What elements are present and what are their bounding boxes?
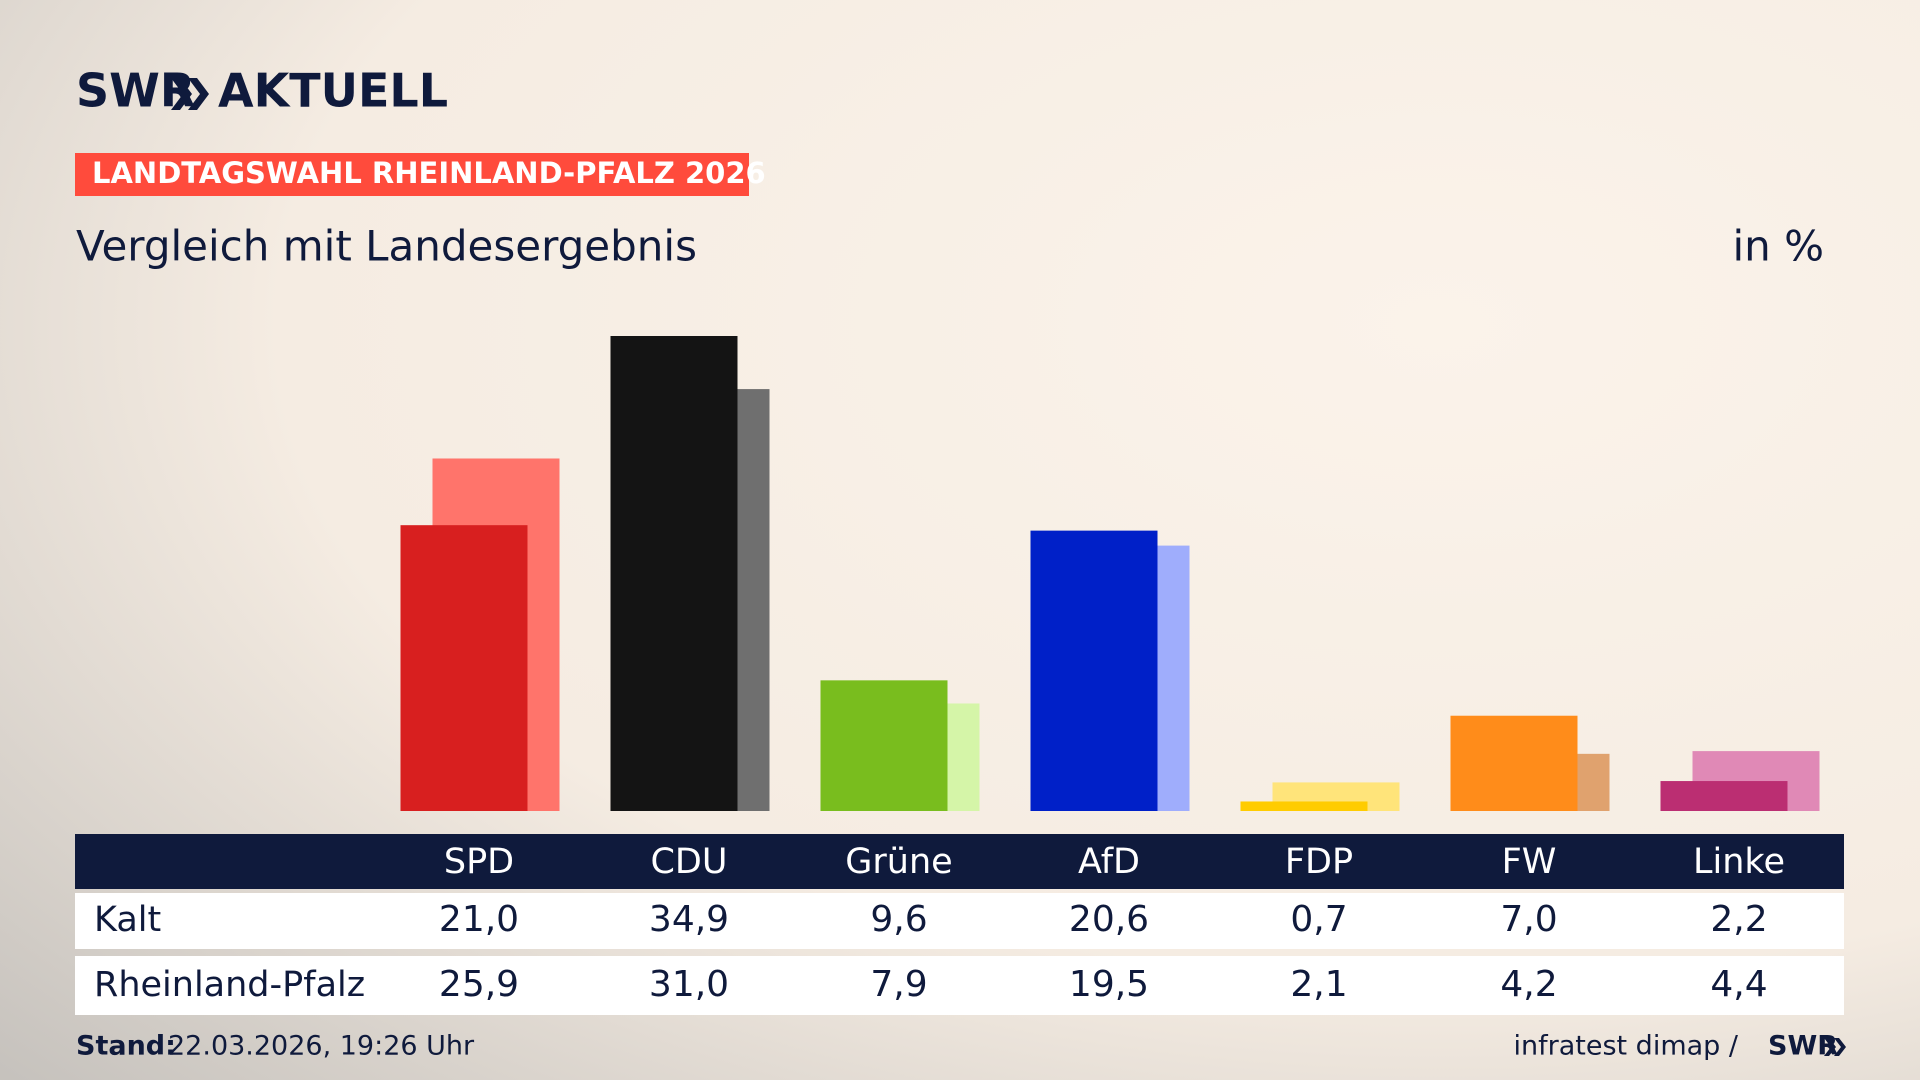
source: infratest dimap / [1513,1031,1738,1062]
value-label: 31,0 [649,964,729,1005]
bar [1660,781,1788,811]
bar [610,336,738,811]
stand-label: Stand: [76,1031,176,1062]
value-label: 2,1 [1290,964,1347,1005]
chart-title: Vergleich mit Landesergebnis [76,222,697,271]
category-label: CDU [650,842,727,882]
badge-box [75,153,749,196]
category-label: Grüne [845,842,952,882]
stand-value: 22.03.2026, 19:26 Uhr [168,1031,475,1062]
unit: in % [1732,222,1824,271]
value-label: 7,9 [870,964,927,1005]
value-label: 2,2 [1710,899,1767,940]
bar [400,525,528,811]
source-logo: SWR [1768,1031,1838,1062]
table-row [75,956,1844,1015]
legend-label: Rheinland-Pfalz [94,965,365,1005]
value-label: 34,9 [649,899,729,940]
value-label: 25,9 [439,964,519,1005]
category-label: AfD [1078,842,1140,882]
table-row [75,893,1844,949]
category-label: FDP [1285,842,1353,882]
badge: LANDTAGSWAHL RHEINLAND-PFALZ 2026 [92,156,766,190]
value-label: 7,0 [1500,899,1557,940]
category-label: Linke [1693,842,1785,882]
value-label: 20,6 [1069,899,1149,940]
bar [820,680,948,811]
legend-label: Kalt [94,900,161,940]
logo-chevrons [171,78,209,110]
table-header [75,834,1844,889]
category-label: SPD [444,842,514,882]
bar [1030,530,1158,811]
logo-product: AKTUELL [218,64,448,118]
category-label: FW [1502,842,1557,882]
value-label: 19,5 [1069,964,1149,1005]
value-label: 21,0 [439,899,519,940]
value-label: 0,7 [1290,899,1347,940]
source-logo-chevrons [1824,1038,1846,1056]
value-label: 4,2 [1500,964,1557,1005]
bar [1450,715,1578,811]
value-label: 4,4 [1710,964,1767,1005]
value-label: 9,6 [870,899,927,940]
bar [1240,801,1368,811]
